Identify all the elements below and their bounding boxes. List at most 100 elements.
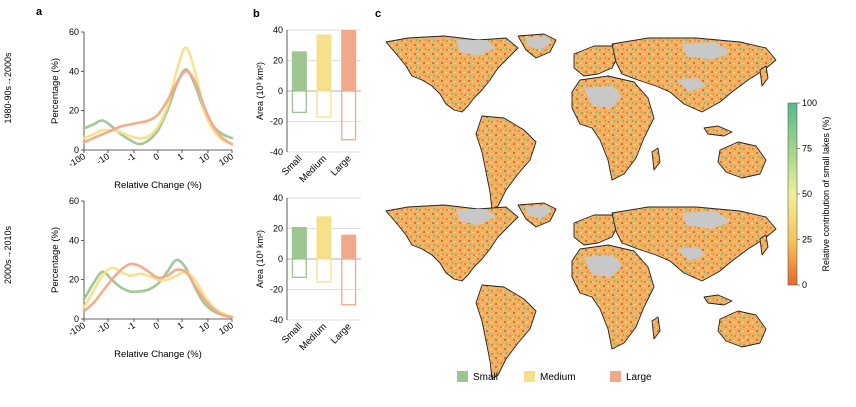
continent-asia xyxy=(611,37,777,113)
continent-australia xyxy=(717,310,767,348)
legend-label-medium: Medium xyxy=(540,372,576,383)
y-tick-label: -40 xyxy=(270,147,283,157)
y-axis-title: Area (10³ km²) xyxy=(255,230,265,288)
y-axis-title: Percentage (%) xyxy=(50,58,61,124)
x-tick-label: 10 xyxy=(197,151,211,165)
continent-southAmerica xyxy=(475,284,537,380)
bar-gain-small xyxy=(291,51,307,91)
x-tick-label: 1 xyxy=(176,320,186,331)
x-tick-label: 100 xyxy=(217,320,235,336)
legend-swatch-medium xyxy=(524,371,535,382)
x-tick-label: -10 xyxy=(95,151,111,166)
no-data-region xyxy=(682,211,730,229)
continent-europe xyxy=(573,45,619,77)
colorbar-tick-label: 25 xyxy=(802,235,812,245)
x-tick-label: -1 xyxy=(125,151,137,164)
world-maps xyxy=(385,33,777,380)
x-tick-label: -10 xyxy=(95,320,111,335)
series-line-small xyxy=(82,258,234,319)
y-tick-label: -20 xyxy=(270,117,283,127)
colorbar-label: Relative contribution of small lakes (%) xyxy=(821,116,831,271)
colorbar-tick-label: 0 xyxy=(802,280,807,290)
y-tick-label: 60 xyxy=(69,196,79,206)
no-data-region xyxy=(526,205,552,219)
bar-gain-large xyxy=(341,234,357,259)
world-map-bottom xyxy=(385,202,777,380)
no-data-region xyxy=(456,40,496,56)
bar-loss-small xyxy=(291,258,307,278)
x-tick-label: 0 xyxy=(152,151,162,162)
category-label: Large xyxy=(329,153,354,178)
continent-northAmerica xyxy=(385,204,519,282)
series-line-large xyxy=(82,70,234,146)
colorbar-ramp xyxy=(787,102,798,286)
panel-label-a: a xyxy=(36,6,43,18)
x-tick-label: 0 xyxy=(152,320,162,331)
continent-madagascar xyxy=(651,147,661,171)
bar-gain-medium xyxy=(316,216,332,259)
no-data-region xyxy=(456,209,496,225)
colorbar-tick-label: 75 xyxy=(802,144,812,154)
bar-gain-medium xyxy=(316,34,332,91)
no-data-region xyxy=(676,247,706,261)
series-line-medium xyxy=(82,266,234,319)
bar-loss-medium xyxy=(316,90,332,118)
continent-australia xyxy=(717,141,767,179)
category-label: Medium xyxy=(297,321,329,353)
y-tick-label: 0 xyxy=(278,86,283,96)
y-tick-label: 60 xyxy=(69,27,79,37)
no-data-region xyxy=(682,42,730,60)
continent-japan xyxy=(759,65,769,87)
continent-asia xyxy=(611,206,777,282)
row-label-top: 1980-90s→2000s xyxy=(3,52,13,124)
y-tick-label: -40 xyxy=(270,315,283,325)
no-data-region xyxy=(676,78,706,92)
x-axis-title: Relative Change (%) xyxy=(114,349,202,360)
y-tick-label: 20 xyxy=(69,275,79,285)
y-tick-label: 0 xyxy=(74,314,79,324)
y-tick-label: 40 xyxy=(273,25,283,35)
bar-loss-large xyxy=(341,90,357,141)
legend: Small Medium Large xyxy=(457,371,652,383)
continent-indonesia xyxy=(703,294,733,306)
no-data-region xyxy=(584,255,622,277)
y-tick-label: 0 xyxy=(278,254,283,264)
bar-gain-large xyxy=(341,30,357,91)
x-tick-label: -100 xyxy=(66,320,87,338)
colorbar-tick-label: 50 xyxy=(802,189,812,199)
continent-southAmerica xyxy=(475,115,537,211)
bar-loss-small xyxy=(291,90,307,114)
continent-japan xyxy=(759,234,769,256)
continent-indonesia xyxy=(703,125,733,137)
y-tick-label: 40 xyxy=(273,193,283,203)
world-map-top xyxy=(385,33,777,211)
y-tick-label: 40 xyxy=(69,235,79,245)
y-tick-label: 40 xyxy=(69,66,79,76)
y-tick-label: 20 xyxy=(273,56,283,66)
category-label: Medium xyxy=(297,153,329,185)
x-tick-label: 1 xyxy=(176,151,186,162)
continent-northAmerica xyxy=(385,35,519,113)
panel-label-b: b xyxy=(253,8,260,20)
no-data-region xyxy=(584,86,622,108)
legend-swatch-small xyxy=(457,371,468,382)
series-line-large xyxy=(82,262,234,319)
y-tick-label: 20 xyxy=(273,224,283,234)
x-tick-label: -100 xyxy=(66,151,87,169)
no-data-region xyxy=(526,36,552,50)
bar-loss-large xyxy=(341,258,357,306)
category-label: Large xyxy=(329,321,354,346)
colorbar: Relative contribution of small lakes (%)… xyxy=(787,98,831,290)
panel-label-c: c xyxy=(375,8,381,20)
y-axis-title: Percentage (%) xyxy=(50,227,61,293)
continent-europe xyxy=(573,214,619,246)
bar-gain-small xyxy=(291,226,307,259)
legend-label-large: Large xyxy=(626,372,652,383)
row-label-bottom: 2000s→2010s xyxy=(3,225,13,284)
x-tick-label: 10 xyxy=(197,320,211,334)
